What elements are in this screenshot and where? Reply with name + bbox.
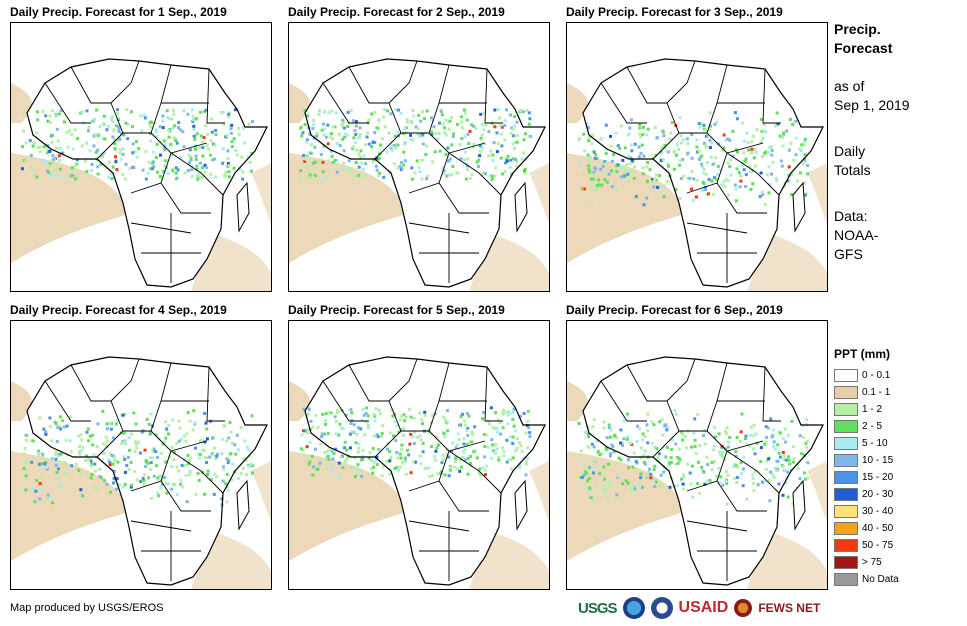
legend-item: 20 - 30 (834, 486, 964, 503)
legend-item: 15 - 20 (834, 469, 964, 486)
heading-line-1: Precip. (834, 21, 881, 37)
legend-label: 40 - 50 (862, 523, 894, 534)
credit-text: Map produced by USGS/EROS (10, 602, 164, 614)
data-line-2: NOAA- (834, 227, 879, 243)
legend-item: 10 - 15 (834, 452, 964, 469)
usaid-logo-text-b: AID (700, 599, 729, 616)
panel-title: Daily Precip. Forecast for 3 Sep., 2019 (566, 5, 783, 19)
legend-item: No Data (834, 571, 964, 588)
legend-label: 30 - 40 (862, 506, 894, 517)
legend-swatch (834, 573, 858, 586)
legend-swatch (834, 420, 858, 433)
dept-seal-icon (650, 597, 673, 619)
panel-title: Daily Precip. Forecast for 4 Sep., 2019 (10, 303, 227, 317)
legend-swatch (834, 454, 858, 467)
legend-swatch (834, 403, 858, 416)
panel-title: Daily Precip. Forecast for 6 Sep., 2019 (566, 303, 783, 317)
legend-label: 0 - 0.1 (862, 370, 891, 381)
info-panel: Precip. Forecast as of Sep 1, 2019 Daily… (834, 20, 964, 264)
legend-label: 1 - 2 (862, 404, 883, 415)
legend-swatch (834, 437, 858, 450)
legend-label: No Data (862, 574, 899, 585)
legend: PPT (mm) 0 - 0.1 0.1 - 1 1 - 2 2 - 5 5 - 10 1… (834, 347, 964, 588)
legend-title: PPT (mm) (834, 347, 891, 361)
legend-label: 20 - 30 (862, 489, 894, 500)
legend-swatch (834, 488, 858, 501)
noaa-logo-icon (622, 597, 645, 619)
legend-item: 30 - 40 (834, 503, 964, 520)
asof-line-2: Sep 1, 2019 (834, 97, 910, 113)
legend-swatch (834, 369, 858, 382)
usaid-logo: USAID (679, 599, 729, 617)
legend-item: 50 - 75 (834, 537, 964, 554)
fews-globe-icon (734, 599, 753, 617)
legend-swatch (834, 556, 858, 569)
usaid-logo-text-a: US (678, 599, 701, 616)
totals-line-2: Totals (834, 162, 871, 178)
legend-label: 0.1 - 1 (862, 387, 891, 398)
legend-label: 5 - 10 (862, 438, 888, 449)
legend-item: 0 - 0.1 (834, 367, 964, 384)
usgs-logo: USGS (578, 599, 618, 617)
legend-label: 2 - 5 (862, 421, 883, 432)
data-line-1: Data: (834, 208, 868, 224)
heading-line-2: Forecast (834, 40, 893, 56)
legend-label: > 75 (862, 557, 882, 568)
legend-item: 0.1 - 1 (834, 384, 964, 401)
precip-map (10, 22, 272, 292)
precip-map (566, 22, 828, 292)
legend-label: 10 - 15 (862, 455, 894, 466)
panel-title: Daily Precip. Forecast for 1 Sep., 2019 (10, 5, 227, 19)
legend-item: 1 - 2 (834, 401, 964, 418)
logo-strip: USGS USAID FEWS NET (578, 595, 820, 621)
legend-label: 50 - 75 (862, 540, 894, 551)
legend-swatch (834, 386, 858, 399)
usgs-logo-text: USGS (578, 599, 618, 617)
legend-label: 15 - 20 (862, 472, 894, 483)
legend-item: 40 - 50 (834, 520, 964, 537)
fews-logo-text: FEWS NET (758, 601, 821, 615)
legend-swatch (834, 539, 858, 552)
precip-map (288, 22, 550, 292)
data-line-3: GFS (834, 246, 863, 262)
panel-title: Daily Precip. Forecast for 2 Sep., 2019 (288, 5, 505, 19)
asof-line-1: as of (834, 78, 865, 94)
legend-swatch (834, 505, 858, 518)
panel-title: Daily Precip. Forecast for 5 Sep., 2019 (288, 303, 505, 317)
precip-map (10, 320, 272, 590)
precip-map (566, 320, 828, 590)
totals-line-1: Daily (834, 143, 866, 159)
legend-swatch (834, 471, 858, 484)
legend-swatch (834, 522, 858, 535)
precip-map (288, 320, 550, 590)
legend-item: 5 - 10 (834, 435, 964, 452)
legend-item: 2 - 5 (834, 418, 964, 435)
legend-item: > 75 (834, 554, 964, 571)
